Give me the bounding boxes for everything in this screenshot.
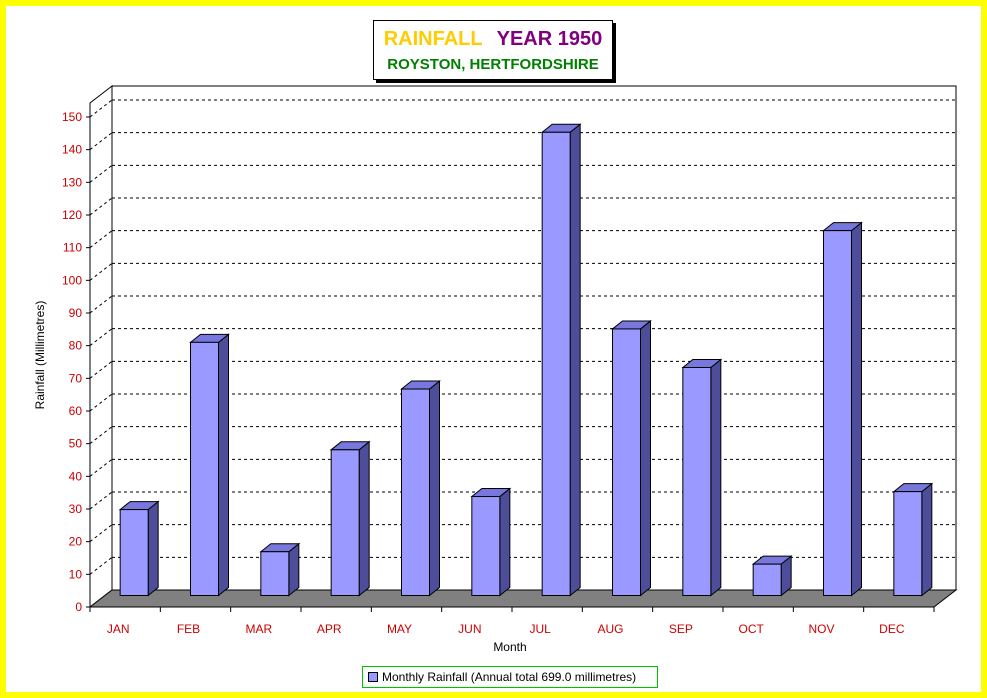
gridline-side <box>89 393 113 412</box>
bar-aug <box>612 328 641 596</box>
y-tick-label: 110 <box>63 241 82 255</box>
gridline-side <box>89 491 113 510</box>
bar-apr <box>330 449 360 596</box>
legend-label: Monthly Rainfall (Annual total 699.0 mil… <box>382 670 637 684</box>
y-tick-label: 100 <box>62 273 82 287</box>
y-tick-label: 50 <box>69 437 83 451</box>
bar-side-feb <box>218 333 229 597</box>
gridline-side <box>89 295 113 314</box>
y-tick-label: 10 <box>69 567 83 581</box>
bar-side-may <box>429 380 440 597</box>
x-tick-label-aug: AUG <box>597 622 623 636</box>
gridline-side <box>89 262 113 281</box>
y-tick-label: 90 <box>69 306 83 320</box>
x-tick-label-jul: JUL <box>529 622 551 636</box>
gridline-side <box>89 458 113 477</box>
bar-jan <box>119 509 149 596</box>
bar-side-dec <box>921 482 933 597</box>
gridline-side <box>89 426 113 445</box>
bar-dec <box>893 491 923 596</box>
y-tick-label: 40 <box>69 469 83 483</box>
y-tick-label: 20 <box>69 535 83 549</box>
bar-sep <box>682 366 712 596</box>
y-axis-label: Rainfall (Millimetres) <box>33 301 47 410</box>
back-wall <box>111 85 957 591</box>
gridline-side <box>89 164 113 183</box>
legend-swatch <box>368 672 378 682</box>
x-tick-label-jun: JUN <box>458 622 481 636</box>
x-tick-label-nov: NOV <box>808 622 834 636</box>
y-tick-label: 150 <box>62 110 82 124</box>
bar-side-jul <box>569 123 581 597</box>
gridline-side <box>89 524 113 543</box>
x-tick-label-may: MAY <box>387 622 412 636</box>
bar-jun <box>471 496 501 596</box>
chart-title-year: YEAR 1950 <box>496 28 603 50</box>
bar-jul <box>541 131 571 597</box>
x-tick-label-jan: JAN <box>107 622 130 636</box>
bar-mar <box>260 551 290 597</box>
y-tick-label: 30 <box>69 502 83 516</box>
y-tick-label: 80 <box>69 339 83 353</box>
gridline-side <box>89 556 113 575</box>
x-axis-label: Month <box>493 640 526 654</box>
gridline-side <box>89 132 113 151</box>
chart-title-box: RAINFALL YEAR 1950 ROYSTON, HERTFORDSHIRE <box>373 20 613 80</box>
y-tick-label: 130 <box>62 175 82 189</box>
bar-side-jan <box>147 500 159 597</box>
gridline-side <box>89 360 113 379</box>
x-tick-label-mar: MAR <box>245 622 272 636</box>
bar-side-sep <box>710 358 722 597</box>
x-tick-label-dec: DEC <box>879 622 905 636</box>
y-tick-label: 70 <box>69 371 83 385</box>
chart-title-rainfall: RAINFALL <box>383 28 483 50</box>
legend: Monthly Rainfall (Annual total 699.0 mil… <box>362 666 658 688</box>
y-tick-label: 0 <box>75 600 82 614</box>
bar-side-mar <box>288 542 300 597</box>
bar-side-nov <box>851 221 862 597</box>
chart-subtitle: ROYSTON, HERTFORDSHIRE <box>387 56 599 73</box>
bar-nov <box>823 230 852 596</box>
bar-side-apr <box>358 440 370 597</box>
x-tick-label-sep: SEP <box>669 622 693 636</box>
gridline-side <box>89 99 113 118</box>
gridline-side <box>89 197 113 216</box>
gridline-side <box>89 328 113 347</box>
y-tick-label: 120 <box>62 208 82 222</box>
bar-side-jun <box>499 487 511 597</box>
x-tick-label-feb: FEB <box>177 622 200 636</box>
bar-side-aug <box>640 319 651 597</box>
x-tick-label-oct: OCT <box>738 622 764 636</box>
bar-feb <box>190 341 219 597</box>
y-tick-label: 140 <box>62 143 82 157</box>
y-tick-label: 60 <box>69 404 83 418</box>
left-wall <box>89 84 113 609</box>
gridline-side <box>89 230 113 249</box>
bar-oct <box>752 563 782 597</box>
bar-may <box>401 388 430 596</box>
x-tick-label-apr: APR <box>317 622 342 636</box>
chart-title: RAINFALL YEAR 1950 <box>374 27 612 51</box>
